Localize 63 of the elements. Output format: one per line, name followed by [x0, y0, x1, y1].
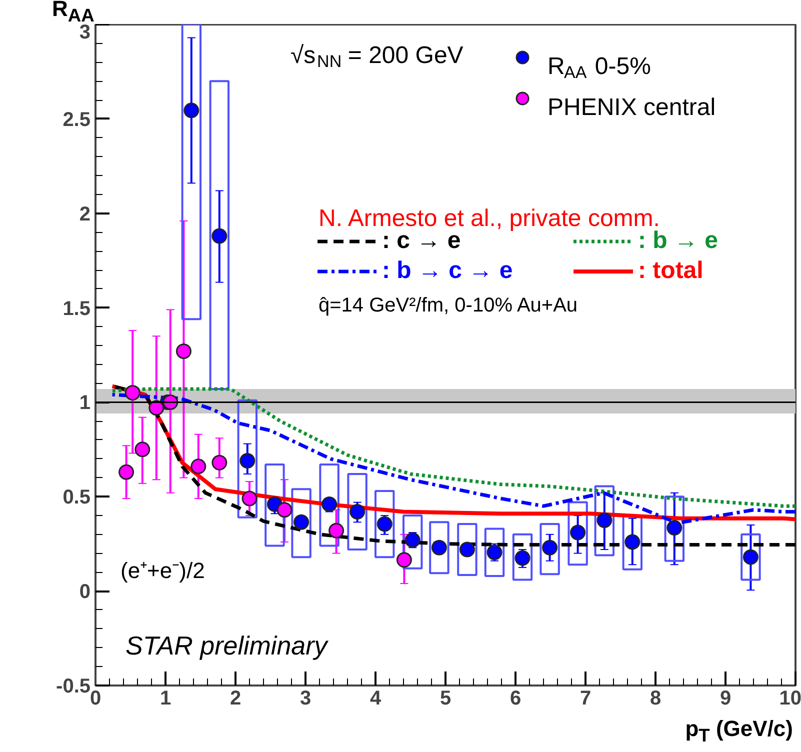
x-tick-label: 3	[300, 688, 312, 710]
bar	[594, 485, 614, 556]
point	[184, 102, 200, 118]
x-axis-title: p$_{T}$ (GeV/c)	[685, 716, 793, 748]
point	[190, 458, 206, 474]
y-tick-label: -0.5	[56, 676, 91, 698]
y-tick-label: 0.5	[62, 486, 91, 509]
bar	[512, 533, 533, 581]
annotation: STAR preliminary	[126, 630, 330, 660]
bar	[740, 533, 761, 581]
point	[212, 228, 228, 244]
point	[328, 522, 344, 538]
point	[124, 385, 140, 401]
bar	[568, 501, 588, 566]
point	[396, 552, 412, 568]
legend-label: PHENIX central	[548, 94, 716, 121]
bar	[484, 528, 505, 577]
x-tick-label: 1	[160, 688, 172, 710]
bar	[374, 490, 395, 558]
y-tick-label: 1	[79, 392, 90, 414]
x-tick-label: 4	[370, 688, 382, 710]
x-tick-label: 8	[650, 688, 662, 710]
point	[570, 524, 586, 540]
y-tick-label: 0	[79, 581, 90, 604]
point	[350, 504, 366, 520]
bar	[209, 80, 230, 390]
y-tick-label: 2	[79, 203, 90, 226]
point	[148, 400, 164, 416]
point	[240, 453, 256, 468]
point	[322, 496, 338, 512]
legend-label: : b → c → e	[382, 257, 513, 285]
point	[134, 442, 150, 458]
point	[666, 520, 682, 536]
point	[376, 516, 392, 532]
point	[276, 502, 292, 518]
bar	[402, 514, 423, 570]
annotation: q̂=14 GeV²/fm, 0-10% Au+Au	[318, 294, 578, 316]
x-tick-label: 2	[230, 688, 242, 710]
bar	[347, 472, 368, 551]
x-tick-label: 10	[779, 688, 801, 710]
bar	[664, 496, 684, 562]
annotation: (e⁺+e⁻)/2	[120, 558, 205, 583]
bar	[237, 399, 258, 518]
bar	[181, 24, 202, 320]
x-tick-label: 5	[440, 688, 452, 710]
point	[294, 514, 310, 530]
legend-label: : total	[638, 257, 704, 285]
point	[176, 343, 192, 359]
point	[242, 490, 258, 506]
x-tick-label: 7	[580, 688, 592, 710]
point	[596, 512, 612, 528]
bar	[457, 523, 478, 576]
y-tick-label: 2.5	[62, 108, 91, 131]
point	[118, 464, 134, 480]
point	[212, 454, 228, 470]
bar	[291, 488, 312, 558]
bar	[429, 521, 450, 574]
bar	[319, 464, 340, 547]
x-tick-label: 6	[510, 688, 522, 710]
x-tick-label: 9	[720, 688, 732, 710]
bar	[540, 523, 560, 576]
y-tick-label: 1.5	[62, 298, 91, 320]
bar	[264, 464, 285, 547]
